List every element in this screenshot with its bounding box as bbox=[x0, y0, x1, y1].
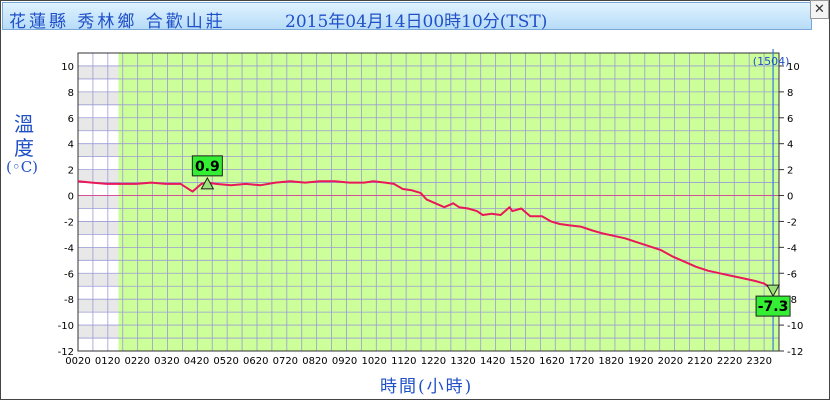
x-axis-label: 時間(小時) bbox=[380, 377, 474, 397]
no-data-band bbox=[78, 156, 119, 170]
no-data-band bbox=[78, 195, 119, 209]
y-tick-label-right: 0 bbox=[787, 192, 793, 203]
no-data-band bbox=[78, 104, 119, 118]
x-tick-label: 0620 bbox=[243, 356, 268, 367]
y-tick-label-right: 4 bbox=[787, 140, 793, 151]
observation-timestamp: 2015年04月14日00時10分(TST) bbox=[285, 12, 548, 32]
station-name: 花蓮縣 秀林鄉 合歡山莊 bbox=[9, 12, 226, 32]
x-tick-label: 2020 bbox=[658, 356, 683, 367]
x-tick-label: 0820 bbox=[302, 356, 327, 367]
no-data-band bbox=[78, 78, 119, 92]
y-tick-label-left: 4 bbox=[68, 140, 74, 151]
x-tick-label: 0120 bbox=[95, 356, 120, 367]
y-tick-label-left: -6 bbox=[64, 269, 74, 280]
y-tick-label-left: -4 bbox=[64, 243, 74, 254]
x-tick-label: 1320 bbox=[450, 356, 475, 367]
x-tick-label: 0220 bbox=[125, 356, 150, 367]
y-axis-label-char-1: 溫 bbox=[14, 112, 34, 136]
y-tick-label-left: -12 bbox=[58, 347, 74, 358]
x-tick-label: 0020 bbox=[65, 356, 90, 367]
plot-background bbox=[78, 53, 779, 351]
x-tick-label: 1620 bbox=[539, 356, 564, 367]
min-marker-triangle bbox=[766, 284, 780, 298]
no-data-band bbox=[78, 338, 119, 351]
y-tick-label-left: -8 bbox=[64, 295, 74, 306]
min-value-label: -7.3 bbox=[758, 299, 789, 315]
y-tick-label-right: -2 bbox=[787, 217, 797, 228]
x-tick-label: 2320 bbox=[747, 356, 772, 367]
plot-border bbox=[77, 52, 780, 352]
y-tick-label-right: 6 bbox=[787, 114, 793, 125]
max-value-label: 0.9 bbox=[195, 159, 220, 175]
temperature-series-line bbox=[77, 180, 774, 291]
no-data-band bbox=[78, 169, 119, 183]
x-tick-label: 1420 bbox=[480, 356, 505, 367]
x-tick-label: 0920 bbox=[332, 356, 357, 367]
no-data-band bbox=[78, 143, 119, 157]
y-tick-label-left: 0 bbox=[68, 192, 74, 203]
no-data-band bbox=[78, 182, 119, 196]
no-data-band bbox=[78, 325, 119, 339]
time-cursor-label: (1504) bbox=[753, 55, 790, 68]
y-axis-label-char-2: 度 bbox=[14, 136, 34, 160]
x-tick-label: 2120 bbox=[687, 356, 712, 367]
no-data-band bbox=[78, 65, 119, 79]
y-axis-unit: (◦C) bbox=[6, 158, 39, 176]
x-tick-label: 0320 bbox=[154, 356, 179, 367]
no-data-band bbox=[78, 208, 119, 222]
y-tick-label-left: -2 bbox=[64, 217, 74, 228]
x-tick-label: 2220 bbox=[717, 356, 742, 367]
y-tick-label-left: 2 bbox=[68, 166, 74, 177]
y-tick-label-left: -10 bbox=[58, 321, 74, 332]
y-tick-label-right: 10 bbox=[787, 62, 800, 73]
y-tick-label-right: 2 bbox=[787, 166, 793, 177]
max-value-box bbox=[191, 155, 223, 177]
no-data-band bbox=[78, 286, 119, 300]
x-tick-label: 1720 bbox=[569, 356, 594, 367]
x-tick-label: 0720 bbox=[273, 356, 298, 367]
y-tick-label-left: 6 bbox=[68, 114, 74, 125]
no-data-band bbox=[78, 234, 119, 248]
y-tick-label-right: 8 bbox=[787, 88, 793, 99]
no-data-band bbox=[78, 91, 119, 105]
y-tick-label-left: 10 bbox=[61, 62, 74, 73]
y-tick-label-right: -10 bbox=[787, 321, 803, 332]
y-tick-label-right: -12 bbox=[787, 347, 803, 358]
x-tick-label: 1520 bbox=[510, 356, 535, 367]
close-button[interactable]: ✕ bbox=[810, 0, 829, 19]
x-tick-label: 0520 bbox=[213, 356, 238, 367]
no-data-band bbox=[78, 221, 119, 235]
no-data-band bbox=[78, 299, 119, 313]
no-data-band bbox=[78, 273, 119, 287]
y-tick-label-right: -4 bbox=[787, 243, 797, 254]
no-data-band bbox=[78, 260, 119, 274]
x-tick-label: 0420 bbox=[184, 356, 209, 367]
x-tick-label: 1820 bbox=[598, 356, 623, 367]
no-data-band bbox=[78, 312, 119, 326]
chart-header: 花蓮縣 秀林鄉 合歡山莊 2015年04月14日00時10分(TST) bbox=[2, 2, 812, 32]
no-data-band bbox=[78, 130, 119, 144]
no-data-band bbox=[78, 247, 119, 261]
max-marker-triangle bbox=[200, 176, 215, 190]
no-data-band bbox=[78, 117, 119, 131]
no-data-band bbox=[78, 53, 119, 66]
x-tick-label: 1120 bbox=[391, 356, 416, 367]
x-tick-label: 1920 bbox=[628, 356, 653, 367]
y-tick-label-right: -6 bbox=[787, 269, 797, 280]
x-tick-label: 1020 bbox=[361, 356, 386, 367]
y-tick-label-left: 8 bbox=[68, 88, 74, 99]
y-tick-label-right: -8 bbox=[787, 295, 797, 306]
x-tick-label: 1220 bbox=[421, 356, 446, 367]
min-value-box bbox=[755, 295, 791, 317]
